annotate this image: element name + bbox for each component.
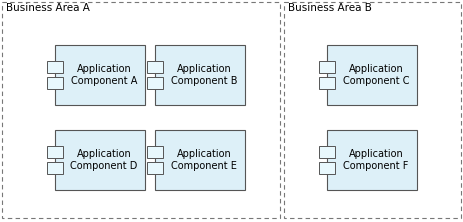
Bar <box>155 45 245 105</box>
Bar <box>47 77 63 89</box>
Text: Application
Component E: Application Component E <box>171 149 237 171</box>
Bar <box>147 61 163 73</box>
Text: Application
Component F: Application Component F <box>343 149 409 171</box>
Bar <box>47 146 63 158</box>
Bar <box>147 77 163 89</box>
Bar <box>319 77 335 89</box>
Bar <box>327 130 417 190</box>
Bar <box>47 61 63 73</box>
Bar <box>327 45 417 105</box>
Text: Application
Component A: Application Component A <box>71 64 137 86</box>
Text: Application
Component B: Application Component B <box>171 64 237 86</box>
Bar <box>319 162 335 174</box>
Text: Business Area A: Business Area A <box>6 3 90 13</box>
Bar <box>147 146 163 158</box>
Bar <box>47 162 63 174</box>
Bar <box>319 61 335 73</box>
Text: Application
Component D: Application Component D <box>70 149 138 171</box>
Text: Application
Component C: Application Component C <box>343 64 409 86</box>
Bar <box>55 130 145 190</box>
Bar <box>2 2 280 218</box>
Bar <box>155 130 245 190</box>
Bar <box>284 2 461 218</box>
Text: Business Area B: Business Area B <box>288 3 372 13</box>
Bar <box>55 45 145 105</box>
Bar <box>319 146 335 158</box>
Bar <box>147 162 163 174</box>
